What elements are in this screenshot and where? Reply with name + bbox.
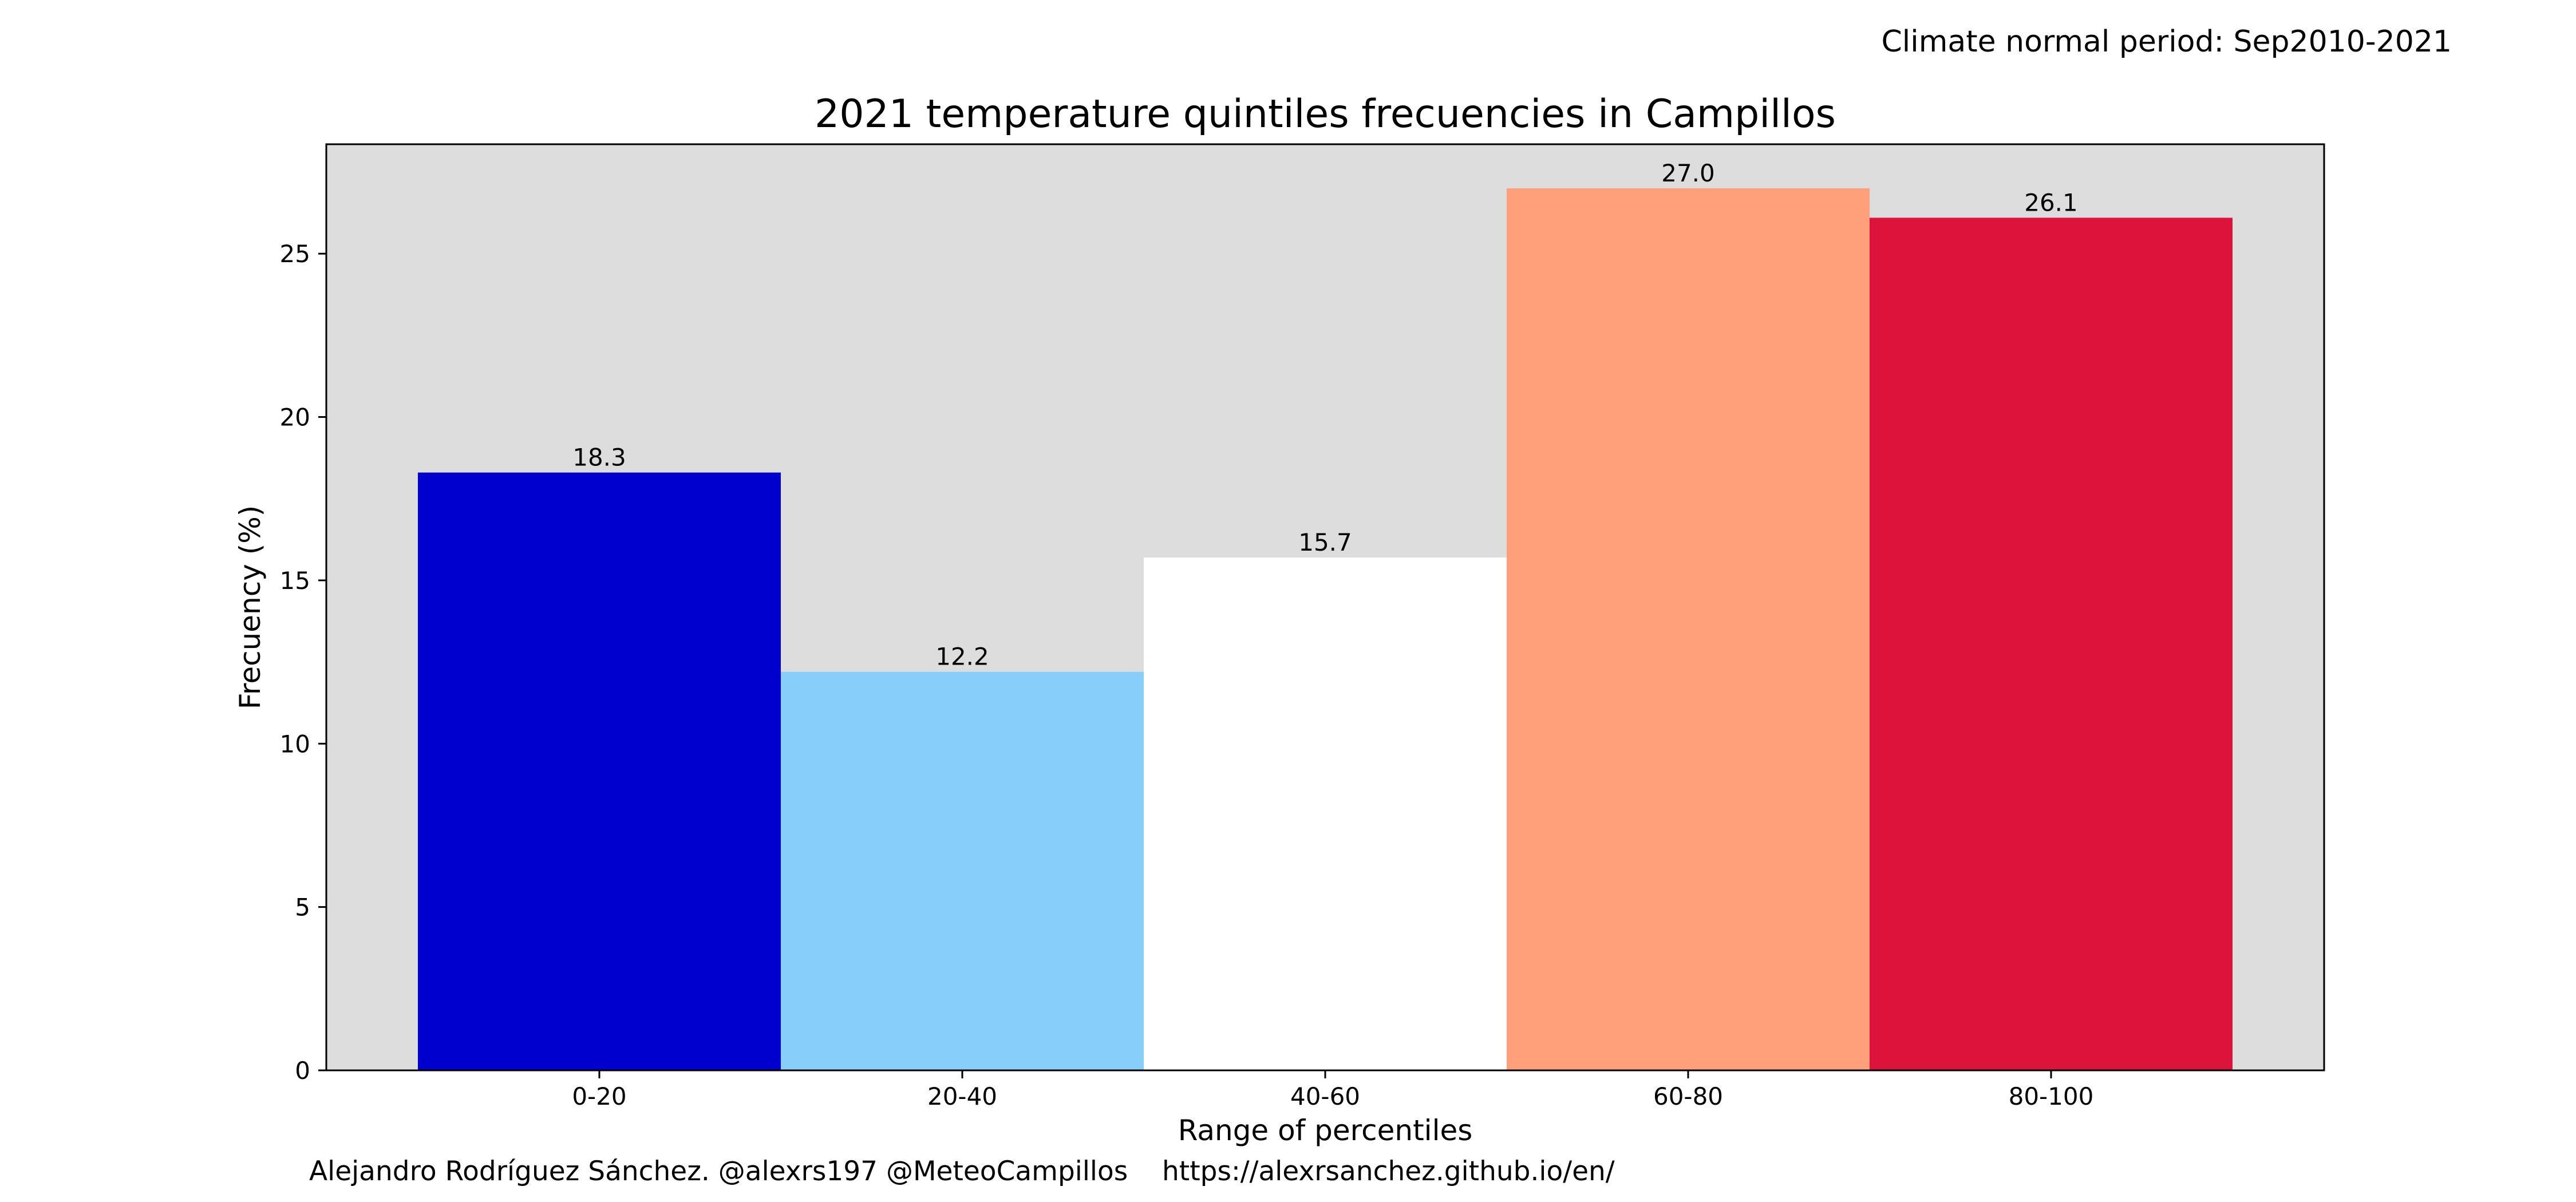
bar-value-label: 27.0 bbox=[1661, 159, 1715, 187]
bar-value-label: 12.2 bbox=[935, 643, 989, 671]
x-tick-label: 0-20 bbox=[572, 1082, 626, 1110]
bar-20-40 bbox=[781, 671, 1144, 1070]
y-tick-label: 15 bbox=[280, 567, 310, 595]
x-tick-label: 20-40 bbox=[927, 1082, 997, 1110]
y-tick-label: 10 bbox=[280, 730, 310, 758]
bar-value-label: 26.1 bbox=[2024, 188, 2078, 216]
bar-80-100 bbox=[1870, 218, 2233, 1070]
ticks-layer: 0-20 20-40 40-60 60-80 80-100 0 5 10 15 20 25 bbox=[280, 240, 2094, 1110]
x-axis-label: Range of percentiles bbox=[1178, 1114, 1473, 1147]
y-axis-label: Frecuency (%) bbox=[234, 505, 267, 709]
x-tick-label: 40-60 bbox=[1290, 1082, 1360, 1110]
bar-40-60 bbox=[1144, 557, 1507, 1070]
period-note: Climate normal period: Sep2010-2021 bbox=[1881, 25, 2452, 59]
bar-0-20 bbox=[418, 472, 781, 1071]
chart-title: 2021 temperature quintiles frecuencies i… bbox=[815, 92, 1836, 137]
x-tick-label: 80-100 bbox=[2009, 1082, 2094, 1110]
y-tick-label: 25 bbox=[280, 240, 310, 268]
bar-value-label: 15.7 bbox=[1298, 528, 1352, 556]
footer-credit: Alejandro Rodríguez Sánchez. @alexrs197 … bbox=[309, 1156, 1615, 1187]
y-tick-label: 20 bbox=[280, 404, 310, 432]
plot-frame bbox=[325, 143, 2325, 1071]
y-tick-label: 5 bbox=[295, 893, 310, 922]
bar-60-80 bbox=[1507, 188, 1870, 1070]
x-tick-label: 60-80 bbox=[1653, 1082, 1723, 1110]
bars-layer: 18.3 12.2 15.7 27.0 26.1 bbox=[418, 159, 2233, 1071]
y-tick-label: 0 bbox=[295, 1057, 310, 1085]
bar-value-label: 18.3 bbox=[572, 444, 626, 472]
